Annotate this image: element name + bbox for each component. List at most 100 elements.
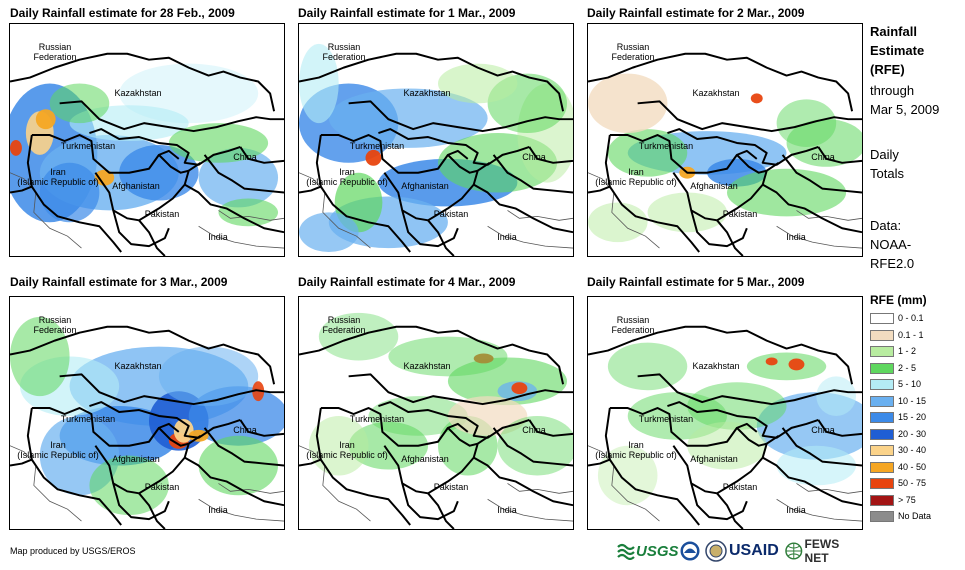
country-label-pakistan: Pakistan — [145, 482, 180, 492]
rainfall-map-4: Russian Federation Kazakhstan Turkmenistan I… — [9, 296, 285, 530]
country-border-line — [10, 52, 276, 112]
country-label-text: (Islamic Republic of) — [17, 177, 99, 187]
panel-title-1: Daily Rainfall estimate for 28 Feb., 200… — [10, 6, 235, 20]
country-label-afghanistan: Afghanistan — [401, 454, 449, 464]
country-label-iran: Iran (Islamic Republic of) — [17, 440, 99, 460]
legend-swatch — [870, 494, 894, 506]
legend-label: 2 - 5 — [898, 362, 917, 373]
source-line1: NOAA- — [870, 237, 912, 252]
country-border-line — [637, 100, 862, 133]
rainfall-patch — [687, 421, 767, 470]
fewsnet-logo: FEWS NET — [785, 537, 865, 565]
country-border-line — [588, 185, 611, 194]
legend-label: 1 - 2 — [898, 346, 917, 356]
legend-swatch — [870, 313, 894, 324]
rainfall-patch — [10, 316, 70, 397]
country-label-china: China — [233, 152, 257, 162]
country-border-line — [26, 134, 122, 253]
minor-border-line — [218, 210, 284, 221]
rainfall-patch — [726, 168, 847, 217]
country-border-line — [736, 427, 767, 447]
rainfall-patch — [198, 435, 279, 496]
rainfall-patch — [776, 445, 857, 486]
minor-border-line — [487, 498, 573, 522]
country-label-pakistan: Pakistan — [434, 209, 469, 219]
country-label-text: Pakistan — [722, 482, 758, 492]
country-label-text: Pakistan — [144, 482, 180, 492]
country-border-line — [716, 219, 744, 256]
country-label-text: Turkmenistan — [349, 141, 405, 151]
rainfall-map-2: Russian Federation Kazakhstan Turkmenistan I… — [298, 23, 574, 257]
country-border-line — [299, 458, 322, 467]
legend-label: 50 - 75 — [898, 478, 927, 488]
country-border-line — [528, 146, 573, 164]
country-label-india: India — [497, 232, 517, 242]
country-label-iran: Iran (Islamic Republic of) — [306, 167, 388, 187]
legend-swatch — [870, 445, 894, 456]
rainfall-patch — [607, 342, 688, 391]
country-border-line — [781, 427, 862, 467]
country-border-line — [667, 401, 819, 439]
legend-title: RFE (mm) — [870, 293, 927, 307]
map-canvas — [299, 43, 573, 256]
totals-label: Totals — [870, 166, 904, 181]
minor-border-line — [198, 225, 284, 249]
country-border-line — [59, 100, 284, 133]
through-date: through Mar 5, 2009 — [870, 81, 939, 119]
country-label-turkmenistan: Turkmenistan — [639, 414, 693, 424]
country-label-text: China — [233, 152, 257, 162]
country-label-text: Iran — [628, 167, 644, 177]
country-label-pakistan: Pakistan — [723, 482, 758, 492]
rainfall-patch — [39, 162, 100, 223]
country-label-afghanistan: Afghanistan — [112, 181, 160, 191]
rfe-heading-line1: Rainfall — [870, 24, 917, 39]
country-border-line — [637, 373, 862, 406]
country-border-line — [817, 419, 862, 437]
country-border-line — [762, 456, 862, 507]
country-label-text: Pakistan — [144, 209, 180, 219]
country-border-line — [112, 210, 170, 248]
country-label-india: India — [208, 232, 228, 242]
country-label-pakistan: Pakistan — [145, 209, 180, 219]
rainfall-field — [10, 316, 284, 516]
map-canvas — [10, 52, 284, 256]
country-label-text: Afghanistan — [112, 454, 160, 464]
country-border-line — [89, 401, 241, 439]
legend-label: 10 - 15 — [898, 395, 927, 406]
country-label-china: China — [811, 152, 835, 162]
rainfall-patch — [35, 109, 56, 130]
country-border-line — [492, 427, 573, 467]
country-border-line — [383, 161, 491, 222]
rainfall-patch — [437, 63, 518, 104]
rainfall-patch — [687, 382, 787, 430]
map-canvas — [588, 325, 862, 529]
panel-title-5: Daily Rainfall estimate for 4 Mar., 2009 — [298, 275, 516, 289]
country-border-line — [10, 185, 33, 194]
legend-label: 15 - 20 — [898, 412, 927, 422]
rainfall-field — [299, 43, 573, 253]
country-label-russia: Russian Federation — [322, 315, 365, 335]
legend-swatch — [870, 395, 894, 407]
partner-logos: USGS USAID FEWS NET — [617, 537, 865, 565]
country-border-line — [672, 161, 780, 222]
usaid-logo: USAID — [729, 538, 779, 564]
country-border-line — [94, 161, 202, 222]
country-label-text: Afghanistan — [690, 454, 738, 464]
country-border-line — [427, 219, 455, 256]
country-label-text: Federation — [322, 325, 366, 335]
minor-border-line — [10, 445, 82, 522]
country-border-line — [588, 52, 854, 112]
country-label-kazakhstan: Kazakhstan — [692, 361, 739, 371]
country-border-line — [320, 134, 469, 174]
country-border-line — [348, 100, 573, 133]
country-label-iran: Iran (Islamic Republic of) — [595, 167, 677, 187]
country-label-text: Russian — [616, 42, 650, 52]
legend-label: 30 - 40 — [898, 445, 927, 455]
daily-label: Daily — [870, 147, 899, 162]
country-border-line — [89, 128, 241, 166]
legend-label: 20 - 30 — [898, 428, 927, 439]
country-label-russia: Russian Federation — [611, 42, 654, 62]
usgs-wave-icon — [617, 543, 635, 560]
country-label-russia: Russian Federation — [611, 315, 654, 335]
usgs-logo: USGS — [617, 538, 679, 564]
